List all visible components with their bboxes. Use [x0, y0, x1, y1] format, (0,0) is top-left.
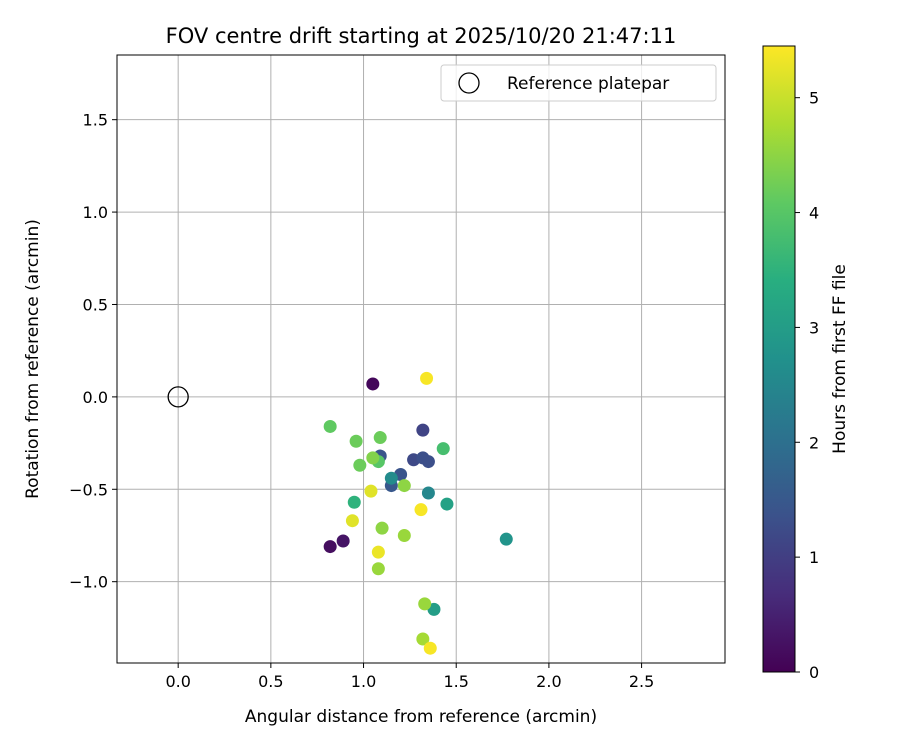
data-point: [323, 540, 337, 554]
data-point: [349, 434, 363, 448]
y-axis-ticks: −1.0 −0.5 0.0 0.5 1.0 1.5: [69, 111, 117, 592]
data-point: [371, 562, 385, 576]
data-point: [336, 534, 350, 548]
x-tick-label: 0.5: [258, 672, 283, 691]
data-point: [421, 455, 435, 469]
data-point: [371, 545, 385, 559]
colorbar-tick-label: 0: [809, 663, 819, 682]
colorbar-label: Hours from first FF file: [830, 264, 850, 454]
y-tick-label: −1.0: [69, 573, 108, 592]
grid: [117, 55, 725, 663]
colorbar-tick-label: 5: [809, 89, 819, 108]
y-tick-label: 0.0: [83, 388, 108, 407]
y-tick-label: 1.5: [83, 111, 108, 130]
data-point: [418, 597, 432, 611]
colorbar: 0 1 2 3 4 5 Hours from first FF file: [762, 45, 850, 682]
data-point: [421, 486, 435, 500]
chart-title: FOV centre drift starting at 2025/10/20 …: [166, 24, 677, 48]
data-point: [420, 371, 434, 385]
colorbar-tick-label: 2: [809, 433, 819, 452]
x-tick-label: 1.5: [443, 672, 468, 691]
colorbar-tick-label: 1: [809, 548, 819, 567]
scatter-points: [167, 371, 513, 655]
data-point: [353, 458, 367, 472]
reference-platepar-point: [167, 386, 189, 408]
x-tick-label: 2.5: [629, 672, 654, 691]
y-tick-label: 1.0: [83, 203, 108, 222]
data-point: [323, 419, 337, 433]
x-axis-label: Angular distance from reference (arcmin): [245, 707, 597, 727]
x-tick-label: 0.0: [165, 672, 190, 691]
data-point: [366, 451, 380, 465]
plot-area-frame: [116, 54, 726, 664]
data-point: [364, 484, 378, 498]
legend: Reference platepar: [440, 64, 717, 102]
legend-box: [440, 64, 717, 102]
data-point: [440, 497, 454, 511]
data-point: [423, 641, 437, 655]
data-point: [499, 532, 513, 546]
data-point: [414, 503, 428, 517]
x-axis-ticks: 0.0 0.5 1.0 1.5 2.0 2.5: [165, 663, 654, 691]
data-point: [397, 479, 411, 493]
data-point: [375, 521, 389, 535]
data-point: [436, 442, 450, 456]
data-point: [384, 471, 398, 485]
x-tick-label: 1.0: [351, 672, 376, 691]
y-tick-label: −0.5: [69, 480, 108, 499]
data-point: [416, 632, 430, 646]
x-tick-label: 2.0: [536, 672, 561, 691]
colorbar-tick-label: 4: [809, 204, 819, 223]
y-tick-label: 0.5: [83, 295, 108, 314]
data-point: [366, 377, 380, 391]
data-point: [373, 431, 387, 445]
colorbar-ticks: 0 1 2 3 4 5: [795, 89, 819, 682]
data-point: [345, 514, 359, 528]
colorbar-gradient: [762, 45, 796, 673]
colorbar-tick-label: 3: [809, 318, 819, 337]
y-axis-label: Rotation from reference (arcmin): [23, 219, 43, 499]
data-point: [397, 528, 411, 542]
data-point: [347, 495, 361, 509]
legend-marker-reference: [458, 72, 480, 94]
data-point: [416, 423, 430, 437]
legend-label-reference: Reference platepar: [507, 74, 669, 94]
